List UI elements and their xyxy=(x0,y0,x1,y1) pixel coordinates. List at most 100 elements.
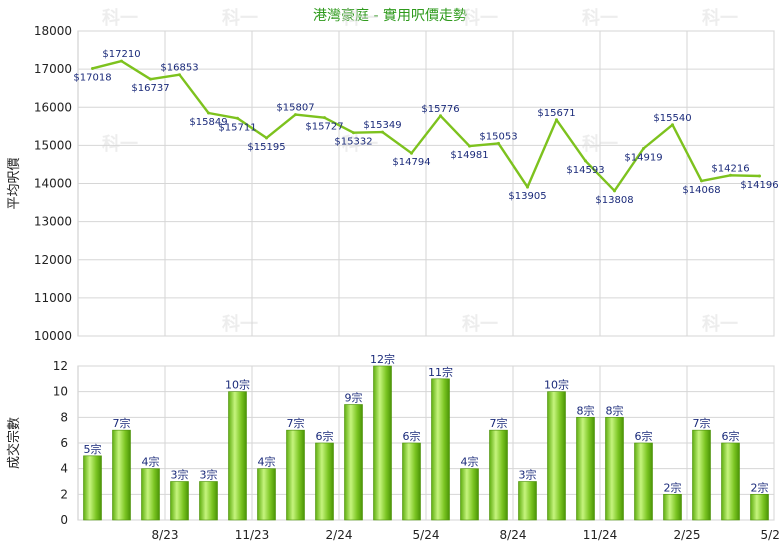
price-y-tick-label: 14000 xyxy=(34,177,72,191)
volume-bar xyxy=(489,429,508,521)
volume-y-tick-label: 10 xyxy=(53,385,68,399)
volume-bar xyxy=(286,429,305,521)
x-tick-label: 5/25 xyxy=(761,528,780,542)
volume-data-label: 7宗 xyxy=(287,416,305,430)
volume-data-label: 11宗 xyxy=(428,365,453,379)
price-y-tick-label: 11000 xyxy=(34,291,72,305)
price-data-label: $16853 xyxy=(160,63,198,74)
x-tick-label: 8/23 xyxy=(152,528,179,542)
price-data-label: $15195 xyxy=(247,142,285,153)
volume-bar xyxy=(518,481,537,521)
price-data-label: $14196 xyxy=(740,180,778,191)
price-data-label: $15711 xyxy=(218,122,256,133)
price-point xyxy=(236,116,239,120)
price-data-label: $17210 xyxy=(102,49,140,60)
price-point xyxy=(468,144,471,148)
price-y-tick-label: 15000 xyxy=(34,138,72,152)
volume-bar xyxy=(373,365,392,521)
price-data-label: $15540 xyxy=(653,113,691,124)
price-point xyxy=(700,179,703,183)
volume-data-label: 3宗 xyxy=(200,468,218,482)
price-data-label: $14919 xyxy=(624,152,662,163)
price-y-tick-label: 17000 xyxy=(34,62,72,76)
price-point xyxy=(91,66,94,70)
price-data-label: $15727 xyxy=(305,122,343,133)
volume-bar xyxy=(431,378,450,521)
x-tick-label: 8/24 xyxy=(500,528,527,542)
price-data-label: $15349 xyxy=(363,120,401,131)
price-point xyxy=(178,73,181,77)
volume-data-label: 7宗 xyxy=(693,416,711,430)
volume-bar xyxy=(634,442,653,521)
volume-data-label: 6宗 xyxy=(403,429,421,443)
volume-y-tick-label: 12 xyxy=(53,359,68,373)
watermark: 科一 xyxy=(702,313,738,335)
volume-bar xyxy=(460,468,479,521)
price-data-label: $15671 xyxy=(537,108,575,119)
volume-data-label: 8宗 xyxy=(606,403,624,417)
volume-data-label: 4宗 xyxy=(258,455,276,469)
x-tick-label: 2/24 xyxy=(326,528,353,542)
volume-bar xyxy=(750,494,769,521)
volume-data-label: 2宗 xyxy=(751,480,769,494)
price-data-label: $14593 xyxy=(566,165,604,176)
price-point xyxy=(439,114,442,118)
volume-y-tick-label: 0 xyxy=(60,513,68,527)
volume-y-tick-label: 2 xyxy=(60,487,68,501)
price-point xyxy=(613,189,616,193)
price-series-line xyxy=(92,59,760,192)
price-data-label: $15776 xyxy=(421,104,459,115)
volume-bar xyxy=(112,429,131,521)
price-point xyxy=(381,130,384,134)
price-y-tick-label: 18000 xyxy=(34,24,72,38)
volume-bar xyxy=(170,481,189,521)
price-data-label: $14216 xyxy=(711,163,749,174)
watermark: 科一 xyxy=(342,7,378,29)
x-tick-label: 11/24 xyxy=(583,528,618,542)
price-point xyxy=(671,123,674,127)
volume-data-label: 4宗 xyxy=(142,455,160,469)
volume-data-label: 10宗 xyxy=(544,378,569,392)
watermark: 科一 xyxy=(102,7,138,29)
volume-bar xyxy=(257,468,276,521)
volume-data-label: 12宗 xyxy=(370,352,395,366)
watermark: 科一 xyxy=(582,7,618,29)
price-y-tick-label: 13000 xyxy=(34,215,72,229)
watermark: 科一 xyxy=(342,133,378,155)
x-tick-label: 5/24 xyxy=(413,528,440,542)
volume-bar xyxy=(605,417,624,521)
volume-data-label: 3宗 xyxy=(519,468,537,482)
price-point xyxy=(410,151,413,155)
price-point xyxy=(265,136,268,140)
volume-data-label: 5宗 xyxy=(84,442,102,456)
volume-bar xyxy=(315,442,334,521)
volume-y-tick-label: 6 xyxy=(60,436,68,450)
price-data-label: $17018 xyxy=(73,72,111,83)
price-data-label: $14981 xyxy=(450,150,488,161)
price-data-label: $15807 xyxy=(276,103,314,114)
price-data-label: $15053 xyxy=(479,131,517,142)
volume-bar xyxy=(576,417,595,521)
price-point xyxy=(526,185,529,189)
volume-bar-chart: 0 2 4 6 8 10 12 成交宗數 5宗 7宗 4宗 3宗 3宗 10宗 4宗 7宗 6宗 9宗 12宗 6宗 1… xyxy=(6,352,780,542)
price-data-label: $15332 xyxy=(334,137,372,148)
x-tick-label: 2/25 xyxy=(674,528,701,542)
price-point xyxy=(584,159,587,163)
chart-title: 港灣豪庭 - 實用呎價走勢 xyxy=(313,7,467,24)
price-point xyxy=(149,77,152,81)
price-y-axis-label: 平均呎價 xyxy=(7,157,22,209)
volume-data-label: 7宗 xyxy=(490,416,508,430)
volume-bar xyxy=(692,429,711,521)
price-y-tick-label: 16000 xyxy=(34,100,72,114)
price-point xyxy=(207,111,210,115)
volume-data-label: 6宗 xyxy=(635,429,653,443)
volume-data-label: 10宗 xyxy=(225,378,250,392)
x-tick-label: 11/23 xyxy=(235,528,270,542)
price-y-tick-label: 12000 xyxy=(34,253,72,267)
volume-y-tick-label: 8 xyxy=(60,410,68,424)
volume-bar xyxy=(228,391,247,521)
volume-data-label: 4宗 xyxy=(461,455,479,469)
volume-bar xyxy=(344,404,363,521)
